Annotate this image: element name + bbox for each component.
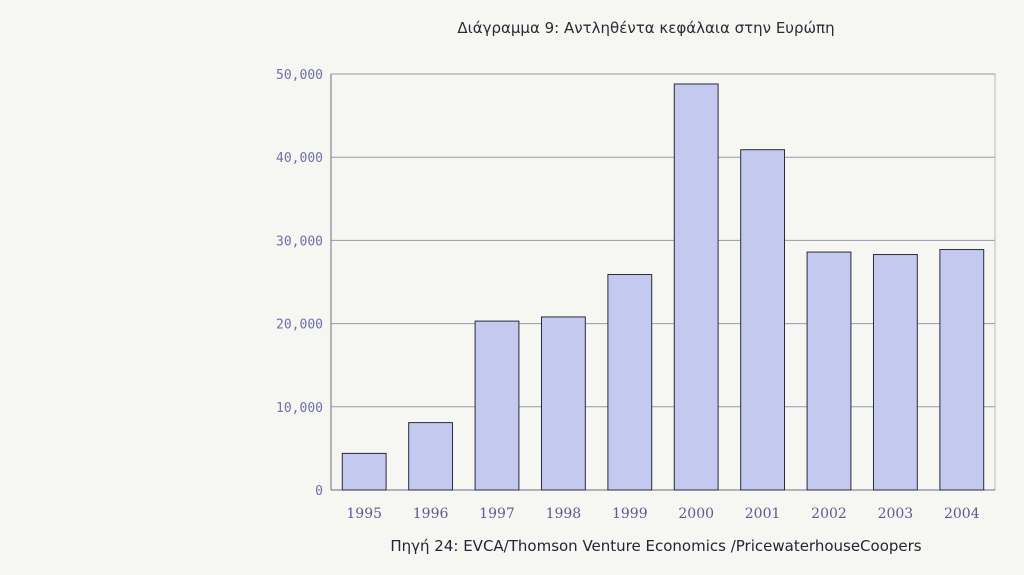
bar-1996 bbox=[408, 422, 454, 491]
x-tick-label: 2002 bbox=[811, 506, 847, 522]
x-tick-label: 1996 bbox=[413, 506, 449, 522]
y-tick-label: 20,000 bbox=[276, 318, 323, 333]
bar-2001 bbox=[740, 149, 786, 491]
bar-2004 bbox=[939, 249, 985, 491]
x-tick-label: 1998 bbox=[546, 506, 582, 522]
bar-1999 bbox=[607, 274, 653, 491]
x-tick-label: 2004 bbox=[944, 506, 980, 522]
bar-2002 bbox=[806, 251, 852, 491]
y-tick-label: 30,000 bbox=[276, 234, 323, 249]
chart-source-note: Πηγή 24: EVCA/Thomson Venture Economics … bbox=[390, 537, 921, 555]
plot-area: 0 10,000 20,000 30,000 40,000 50,000 1995 1996 1… bbox=[276, 68, 996, 522]
x-tick-label: 1999 bbox=[612, 506, 648, 522]
chart-title: Διάγραμμα 9: Αντληθέντα κεφάλαια στην Ευ… bbox=[457, 19, 834, 37]
y-tick-label: 0 bbox=[315, 484, 323, 499]
x-tick-label: 2000 bbox=[678, 506, 714, 522]
bar-1998 bbox=[540, 316, 586, 491]
x-tick-label: 1997 bbox=[479, 506, 515, 522]
y-tick-label: 10,000 bbox=[276, 401, 323, 416]
y-tick-label: 40,000 bbox=[276, 151, 323, 166]
bar-2000 bbox=[673, 83, 719, 491]
x-tick-label: 2001 bbox=[745, 506, 781, 522]
bar-2003 bbox=[872, 254, 918, 491]
x-tick-label: 1995 bbox=[346, 506, 382, 522]
bar-1995 bbox=[341, 452, 387, 491]
bar-1997 bbox=[474, 320, 520, 491]
x-tick-label: 2003 bbox=[878, 506, 914, 522]
y-tick-label: 50,000 bbox=[276, 68, 323, 83]
